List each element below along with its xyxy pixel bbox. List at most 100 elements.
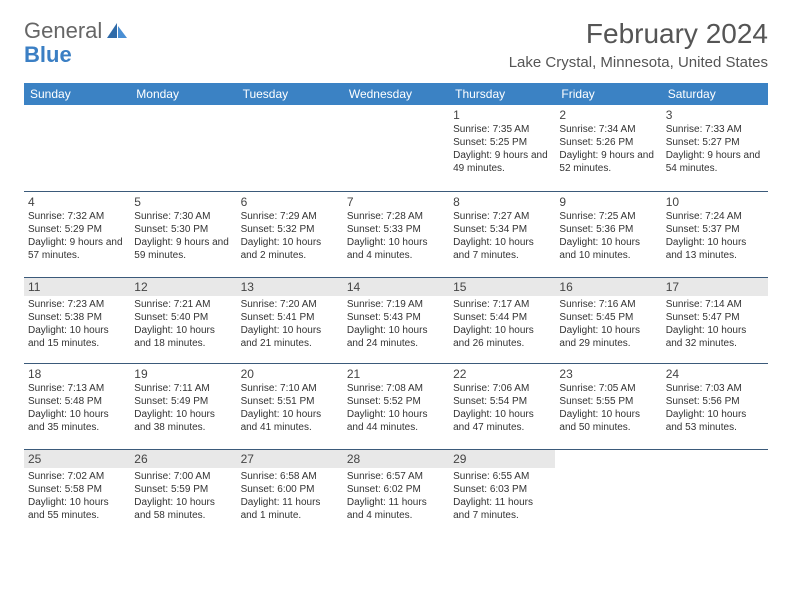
- sunset-text: Sunset: 5:29 PM: [28, 223, 126, 236]
- calendar-row: 4Sunrise: 7:32 AMSunset: 5:29 PM Daylight…: [24, 191, 768, 277]
- calendar-cell: 21Sunrise: 7:08 AMSunset: 5:52 PMDayligh…: [343, 363, 449, 449]
- day-number: 29: [449, 450, 555, 468]
- daylight-text: Daylight: 10 hours and 10 minutes.: [559, 236, 657, 262]
- sunset-text: Sunset: 5:45 PM: [559, 311, 657, 324]
- calendar-cell: 4Sunrise: 7:32 AMSunset: 5:29 PMDaylight…: [24, 191, 130, 277]
- calendar-row: 11Sunrise: 7:23 AMSunset: 5:38 PMDayligh…: [24, 277, 768, 363]
- daylight-text: Daylight: 10 hours and 58 minutes.: [134, 496, 232, 522]
- sunrise-text: Sunrise: 7:20 AM: [241, 298, 339, 311]
- daylight-text: Daylight: 10 hours and 38 minutes.: [134, 408, 232, 434]
- month-title: February 2024: [509, 18, 768, 50]
- sunrise-text: Sunrise: 7:32 AM: [28, 210, 126, 223]
- sunset-text: Sunset: 5:34 PM: [453, 223, 551, 236]
- day-number: 10: [666, 195, 764, 209]
- col-monday: Monday: [130, 83, 236, 105]
- sunset-text: Sunset: 5:54 PM: [453, 395, 551, 408]
- calendar-cell: 23Sunrise: 7:05 AMSunset: 5:55 PMDayligh…: [555, 363, 661, 449]
- day-number: 8: [453, 195, 551, 209]
- calendar-cell: [343, 105, 449, 191]
- calendar-cell: 18Sunrise: 7:13 AMSunset: 5:48 PMDayligh…: [24, 363, 130, 449]
- sunrise-text: Sunrise: 7:29 AM: [241, 210, 339, 223]
- calendar-cell: 8Sunrise: 7:27 AMSunset: 5:34 PMDaylight…: [449, 191, 555, 277]
- daylight-text: Daylight: 10 hours and 26 minutes.: [453, 324, 551, 350]
- calendar-cell: 5Sunrise: 7:30 AMSunset: 5:30 PMDaylight…: [130, 191, 236, 277]
- sunrise-text: Sunrise: 7:03 AM: [666, 382, 764, 395]
- day-number: 25: [24, 450, 130, 468]
- calendar-row: 25 Sunrise: 7:02 AMSunset: 5:58 PM Dayligh…: [24, 449, 768, 535]
- sunrise-text: Sunrise: 7:25 AM: [559, 210, 657, 223]
- day-number: 20: [241, 367, 339, 381]
- sunrise-text: Sunrise: 7:11 AM: [134, 382, 232, 395]
- sunrise-text: Sunrise: 7:34 AM: [559, 123, 657, 136]
- calendar-body: 1Sunrise: 7:35 AMSunset: 5:25 PMDaylight…: [24, 105, 768, 535]
- sunset-text: Sunset: 5:58 PM: [28, 483, 126, 496]
- day-number: 11: [24, 278, 130, 296]
- page-header: General February 2024 Lake Crystal, Minn…: [0, 0, 792, 75]
- sunrise-text: Sunrise: 7:05 AM: [559, 382, 657, 395]
- sunset-text: Sunset: 5:38 PM: [28, 311, 126, 324]
- sunset-text: Sunset: 6:02 PM: [347, 483, 445, 496]
- calendar-cell: 7Sunrise: 7:28 AMSunset: 5:33 PMDaylight…: [343, 191, 449, 277]
- day-number: 13: [237, 278, 343, 296]
- daylight-text: Daylight: 10 hours and 32 minutes.: [666, 324, 764, 350]
- calendar-cell: 15Sunrise: 7:17 AMSunset: 5:44 PMDayligh…: [449, 277, 555, 363]
- day-number: 6: [241, 195, 339, 209]
- daylight-text: Daylight: 9 hours and 49 minutes.: [453, 149, 551, 175]
- day-number: 5: [134, 195, 232, 209]
- sunrise-text: Sunrise: 7:21 AM: [134, 298, 232, 311]
- daylight-text: Daylight: 10 hours and 41 minutes.: [241, 408, 339, 434]
- daylight-text: Daylight: 10 hours and 29 minutes.: [559, 324, 657, 350]
- sunrise-text: Sunrise: 7:08 AM: [347, 382, 445, 395]
- sunset-text: Sunset: 6:00 PM: [241, 483, 339, 496]
- sunrise-text: Sunrise: 7:33 AM: [666, 123, 764, 136]
- daylight-text: Daylight: 11 hours and 1 minute.: [241, 496, 339, 522]
- daylight-text: Daylight: 10 hours and 35 minutes.: [28, 408, 126, 434]
- col-sunday: Sunday: [24, 83, 130, 105]
- calendar-cell: 10Sunrise: 7:24 AMSunset: 5:37 PMDayligh…: [662, 191, 768, 277]
- col-saturday: Saturday: [662, 83, 768, 105]
- day-number: 18: [28, 367, 126, 381]
- calendar-cell: 26Sunrise: 7:00 AMSunset: 5:59 PMDayligh…: [130, 449, 236, 535]
- sunrise-text: Sunrise: 7:24 AM: [666, 210, 764, 223]
- title-block: February 2024 Lake Crystal, Minnesota, U…: [509, 18, 768, 71]
- sunset-text: Sunset: 5:51 PM: [241, 395, 339, 408]
- day-number: 27: [237, 450, 343, 468]
- daylight-text: Daylight: 10 hours and 18 minutes.: [134, 324, 232, 350]
- calendar-cell: 20Sunrise: 7:10 AMSunset: 5:51 PMDayligh…: [237, 363, 343, 449]
- calendar-cell: 28Sunrise: 6:57 AMSunset: 6:02 PMDayligh…: [343, 449, 449, 535]
- day-number: 21: [347, 367, 445, 381]
- daylight-text: Daylight: 10 hours and 50 minutes.: [559, 408, 657, 434]
- daylight-text: Daylight: 10 hours and 21 minutes.: [241, 324, 339, 350]
- calendar-cell: 12Sunrise: 7:21 AMSunset: 5:40 PMDayligh…: [130, 277, 236, 363]
- calendar-cell: 13 Sunrise: 7:20 AMSunset: 5:41 PMDayligh…: [237, 277, 343, 363]
- calendar-cell: 9Sunrise: 7:25 AMSunset: 5:36 PMDaylight…: [555, 191, 661, 277]
- sunset-text: Sunset: 5:41 PM: [241, 311, 339, 324]
- logo-blue-line: Blue: [24, 42, 72, 68]
- sunrise-text: Sunrise: 7:19 AM: [347, 298, 445, 311]
- day-number: 15: [449, 278, 555, 296]
- calendar-cell: 29Sunrise: 6:55 AMSunset: 6:03 PMDayligh…: [449, 449, 555, 535]
- sunset-text: Sunset: 5:44 PM: [453, 311, 551, 324]
- calendar-cell: [555, 449, 661, 535]
- sunset-text: Sunset: 5:33 PM: [347, 223, 445, 236]
- sunrise-text: Sunrise: 6:58 AM: [241, 470, 339, 483]
- calendar-cell: 2Sunrise: 7:34 AMSunset: 5:26 PMDaylight…: [555, 105, 661, 191]
- sunrise-text: Sunrise: 7:28 AM: [347, 210, 445, 223]
- sunset-text: Sunset: 5:32 PM: [241, 223, 339, 236]
- calendar-cell: [130, 105, 236, 191]
- sunrise-text: Sunrise: 7:02 AM: [28, 470, 126, 483]
- day-number: 1: [453, 108, 551, 122]
- col-thursday: Thursday: [449, 83, 555, 105]
- sunset-text: Sunset: 5:36 PM: [559, 223, 657, 236]
- day-number: 4: [28, 195, 126, 209]
- sunset-text: Sunset: 5:55 PM: [559, 395, 657, 408]
- sunrise-text: Sunrise: 7:13 AM: [28, 382, 126, 395]
- col-wednesday: Wednesday: [343, 83, 449, 105]
- daylight-text: Daylight: 10 hours and 53 minutes.: [666, 408, 764, 434]
- day-number: 2: [559, 108, 657, 122]
- sunset-text: Sunset: 5:40 PM: [134, 311, 232, 324]
- sunset-text: Sunset: 5:26 PM: [559, 136, 657, 149]
- day-number: 23: [559, 367, 657, 381]
- sunrise-text: Sunrise: 7:10 AM: [241, 382, 339, 395]
- weekday-header-row: Sunday Monday Tuesday Wednesday Thursday…: [24, 83, 768, 105]
